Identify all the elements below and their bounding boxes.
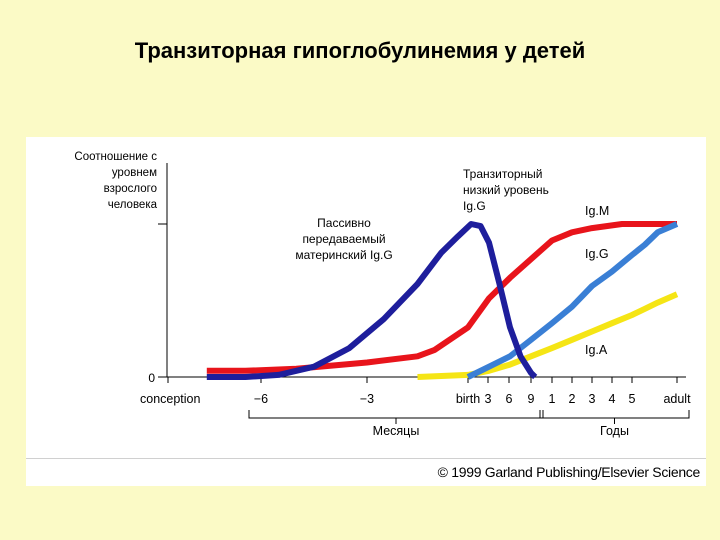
y-axis-label-line: уровнем xyxy=(112,167,157,179)
annotation-line: Пассивно xyxy=(317,216,371,230)
x-tick-label: −6 xyxy=(254,392,268,406)
x-tick-label: 4 xyxy=(609,392,616,406)
annotation-line: Ig.G xyxy=(463,199,486,213)
series-line xyxy=(466,221,679,380)
y-axis-label-line: взрослого xyxy=(104,183,157,195)
series-lines xyxy=(206,221,679,380)
x-group-bracket xyxy=(248,410,544,424)
x-ticks: conception −6 −3 birth 3 6 9 1 2 3 4 5 adult xyxy=(140,377,691,406)
annotation-line: низкий уровень xyxy=(463,183,549,197)
x-group-label: Месяцы xyxy=(373,424,420,438)
x-tick-label: 5 xyxy=(629,392,636,406)
x-tick-label: 2 xyxy=(569,392,576,406)
x-tick-label: 3 xyxy=(485,392,492,406)
x-tick-label: 9 xyxy=(528,392,535,406)
y-axis-label-line: Соотношение с xyxy=(74,151,157,163)
chart-panel: Соотношение с уровнем взрослого человека 0 … xyxy=(26,137,706,485)
y-axis-label: Соотношение с уровнем взрослого человека xyxy=(74,151,157,211)
credit-bar: © 1999 Garland Publishing/Elsevier Scien… xyxy=(26,458,706,486)
series-label: Ig.A xyxy=(585,343,608,357)
annotation-line: материнский Ig.G xyxy=(295,248,392,262)
annotation-line: Транзиторный xyxy=(463,167,543,181)
x-group-bracket xyxy=(539,410,690,424)
slide-title: Транзиторная гипоглобулинемия у детей xyxy=(134,38,586,63)
y-tick-label: 0 xyxy=(148,371,155,385)
annotations: Пассивно передаваемый материнский Ig.G Тран… xyxy=(295,167,549,262)
x-tick-label: −3 xyxy=(360,392,374,406)
x-group-label: Годы xyxy=(600,424,629,438)
x-tick-label: 1 xyxy=(549,392,556,406)
x-tick-label: 6 xyxy=(506,392,513,406)
series-label: Ig.G xyxy=(585,247,609,261)
x-tick-label: 3 xyxy=(589,392,596,406)
x-tick-label: adult xyxy=(663,392,691,406)
series-label: Ig.M xyxy=(585,204,609,218)
annotation-line: передаваемый xyxy=(302,232,385,246)
series-line xyxy=(417,291,679,380)
series-labels: Ig.M Ig.G Ig.A xyxy=(585,204,609,357)
y-axis-label-line: человека xyxy=(108,199,158,211)
series-line xyxy=(206,221,538,380)
x-tick-label: conception xyxy=(140,392,201,406)
credit-text: © 1999 Garland Publishing/Elsevier Scien… xyxy=(437,464,701,480)
y-ticks: 0 xyxy=(148,223,167,385)
x-groups: Месяцы Годы xyxy=(248,410,690,438)
x-tick-label: birth xyxy=(456,392,480,406)
